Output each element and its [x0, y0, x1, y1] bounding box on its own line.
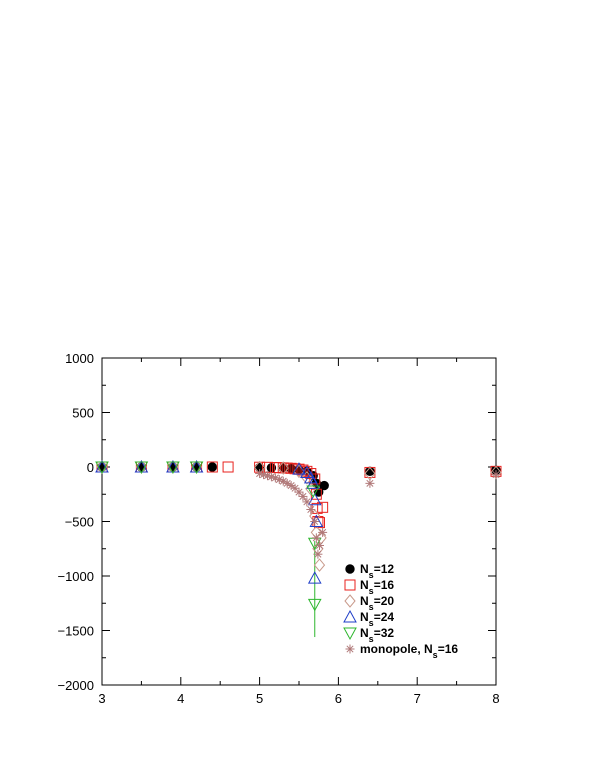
data-point	[300, 465, 314, 478]
y-tick-label: −1500	[57, 624, 94, 639]
data-point	[189, 461, 204, 475]
data-point	[277, 461, 289, 475]
legend-marker	[345, 644, 355, 654]
data-point	[262, 471, 272, 481]
legend-marker	[343, 609, 357, 623]
y-tick-label: 1000	[65, 351, 94, 366]
x-tick-label: 6	[335, 691, 342, 706]
data-point	[318, 527, 328, 537]
legend-entry: Ns=32	[343, 626, 394, 644]
data-point	[292, 462, 306, 475]
data-point	[307, 598, 322, 612]
data-point	[206, 461, 218, 473]
data-point	[298, 491, 308, 501]
y-tick-label: −1000	[57, 569, 94, 584]
legend-suffix: =20	[374, 594, 395, 608]
legend-label: Ns=20	[360, 594, 394, 612]
legend-name: N	[360, 610, 369, 624]
legend-suffix: =16	[374, 578, 395, 592]
legend-label: Ns=12	[360, 562, 394, 580]
legend-marker	[344, 594, 356, 608]
legend-entry: Ns=12	[345, 562, 394, 580]
data-point	[302, 497, 312, 507]
legend-entry: Ns=20	[344, 594, 394, 612]
legend-label: Ns=24	[360, 610, 394, 628]
data-point	[306, 485, 321, 499]
legend-name: monopole, N	[360, 642, 433, 656]
legend-name: N	[360, 562, 369, 576]
data-point	[274, 475, 284, 485]
legend-name: N	[360, 594, 369, 608]
x-tick-label: 3	[98, 691, 105, 706]
legend-label: Ns=16	[360, 578, 394, 596]
x-tick-label: 5	[256, 691, 263, 706]
data-point	[314, 540, 324, 550]
data-point	[301, 471, 313, 485]
data-point	[491, 470, 501, 480]
legend-subscript: s	[369, 586, 374, 596]
data-point	[307, 571, 322, 584]
data-point	[303, 470, 318, 484]
legend-suffix: =32	[374, 626, 395, 640]
legend-suffix: =24	[374, 610, 395, 624]
x-axis: 3 4 5 6 7 8	[98, 358, 500, 706]
legend-entry: Ns=16	[344, 578, 394, 596]
legend-entry: Ns=24	[343, 609, 394, 628]
data-point	[317, 501, 329, 513]
legend-marker	[344, 579, 356, 591]
plot-area	[101, 357, 497, 686]
data-point	[134, 461, 149, 475]
x-tick-label: 8	[492, 691, 499, 706]
data-point	[309, 473, 321, 485]
data-point	[307, 492, 322, 506]
legend-marker	[343, 627, 357, 641]
legend-subscript: s	[369, 618, 374, 628]
y-tick-label: 0	[87, 460, 94, 475]
data-point	[297, 464, 309, 476]
data-point	[207, 462, 218, 472]
data-point	[222, 461, 234, 473]
data-point	[311, 533, 321, 543]
series-5	[255, 469, 501, 559]
legend-subscript: s	[369, 570, 374, 580]
data-point	[306, 476, 321, 489]
legend-marker	[345, 564, 355, 574]
legend-subscript: s	[369, 634, 374, 644]
data-point	[310, 517, 320, 526]
x-tick-label: 4	[177, 691, 184, 706]
y-tick-label: 500	[72, 406, 94, 421]
data-point	[95, 461, 109, 475]
legend-subscript: s	[369, 602, 374, 612]
legend-subscript: s	[433, 650, 438, 660]
data-point	[166, 461, 180, 475]
series-4	[95, 461, 322, 612]
data-point	[319, 480, 329, 491]
data-point	[313, 558, 326, 572]
data-point	[270, 473, 280, 483]
legend-suffix: =16	[438, 642, 459, 656]
legend-entry: monopole, Ns=16	[345, 642, 458, 660]
series-3	[95, 459, 324, 584]
data-point	[306, 505, 316, 515]
legend-label: monopole, Ns=16	[360, 642, 458, 660]
y-axis: 1000 500 0 −500 −1000 −1500 −2000	[57, 351, 496, 693]
y-tick-label: −500	[65, 515, 94, 530]
series-2	[96, 460, 502, 572]
legend-name: N	[360, 578, 369, 592]
data-point	[313, 549, 323, 559]
legend-suffix: =12	[374, 562, 395, 576]
legend-name: N	[360, 626, 369, 640]
data-point	[365, 478, 375, 488]
data-points	[95, 459, 502, 612]
data-point	[266, 472, 276, 482]
legend-label: Ns=32	[360, 626, 394, 644]
y-tick-label: −2000	[57, 678, 94, 693]
x-tick-label: 7	[414, 691, 421, 706]
